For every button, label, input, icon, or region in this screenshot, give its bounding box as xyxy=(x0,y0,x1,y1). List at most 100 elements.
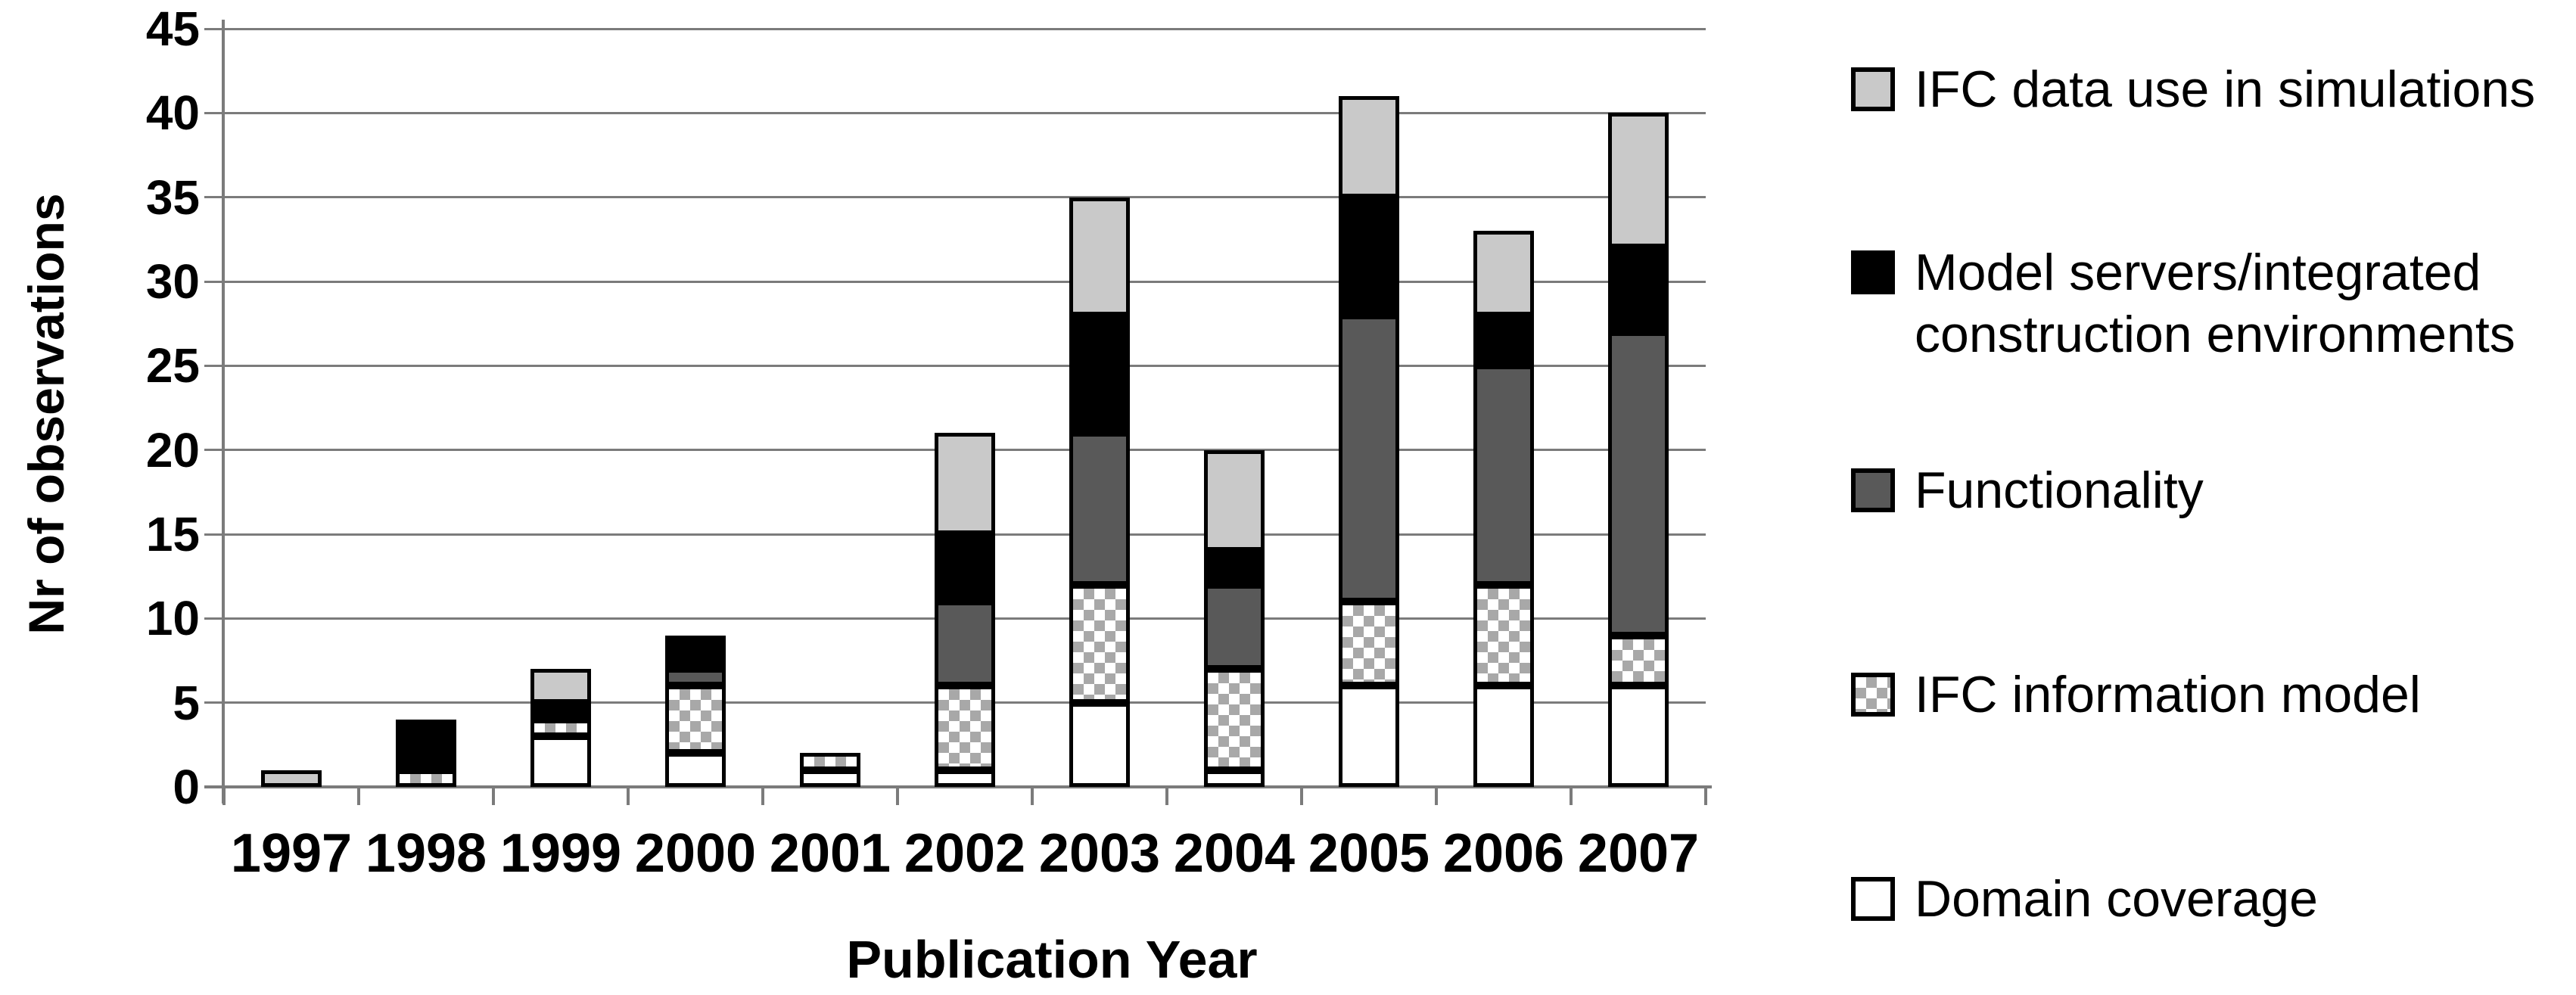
bar-segment-2002-ifc_data_use_in_simulations xyxy=(935,433,995,534)
y-tick-label-10: 10 xyxy=(145,591,200,646)
bar-segment-2007-ifc_data_use_in_simulations xyxy=(1608,113,1669,248)
x-tick-label-1998: 1998 xyxy=(365,823,487,884)
y-tick-mark-5 xyxy=(204,701,224,704)
bar-segment-2000-domain_coverage xyxy=(665,753,726,787)
bar-segment-2005-ifc_information_model xyxy=(1339,602,1399,686)
y-tick-mark-45 xyxy=(204,27,224,30)
bar-segment-2005-ifc_data_use_in_simulations xyxy=(1339,96,1399,197)
legend-item-ifc_data_use_in_simulations: IFC data use in simulations xyxy=(1851,58,2570,120)
bar-segment-1998-model_servers xyxy=(396,719,456,770)
y-axis-title: Nr of observations xyxy=(18,193,74,635)
y-tick-label-25: 25 xyxy=(145,338,200,393)
bar-segment-2005-model_servers xyxy=(1339,197,1399,316)
bar-segment-2005-domain_coverage xyxy=(1339,686,1399,787)
bar-segment-2004-ifc_information_model xyxy=(1204,669,1265,770)
gridline-30 xyxy=(224,280,1706,283)
x-tick-mark-1 xyxy=(357,787,360,805)
bar-segment-2007-ifc_information_model xyxy=(1608,635,1669,686)
y-tick-mark-10 xyxy=(204,617,224,620)
x-tick-label-1997: 1997 xyxy=(230,823,353,884)
x-tick-label-2004: 2004 xyxy=(1173,823,1296,884)
bar-segment-2001-ifc_information_model xyxy=(800,753,860,770)
bar-segment-2007-domain_coverage xyxy=(1608,686,1669,787)
x-tick-label-2005: 2005 xyxy=(1308,823,1430,884)
bar-segment-2006-domain_coverage xyxy=(1473,686,1534,787)
legend-swatch-ifc_data_use_in_simulations-icon xyxy=(1851,67,1895,111)
bar-segment-1999-ifc_information_model xyxy=(530,719,591,737)
bar-segment-2004-ifc_data_use_in_simulations xyxy=(1204,449,1265,552)
x-tick-mark-0 xyxy=(222,787,226,805)
x-axis-line xyxy=(204,785,1712,788)
bar-segment-2001-domain_coverage xyxy=(800,770,860,787)
bar-segment-2003-model_servers xyxy=(1069,315,1130,434)
bar-segment-2002-functionality xyxy=(935,602,995,686)
legend-item-functionality: Functionality xyxy=(1851,459,2570,521)
bar-segment-2007-model_servers xyxy=(1608,247,1669,332)
x-tick-mark-8 xyxy=(1300,787,1303,805)
y-tick-mark-35 xyxy=(204,196,224,199)
bar-segment-1997-ifc_data_use_in_simulations xyxy=(261,770,322,787)
bar-segment-2005-functionality xyxy=(1339,315,1399,602)
bar-segment-2002-ifc_information_model xyxy=(935,686,995,770)
y-tick-label-20: 20 xyxy=(145,422,200,477)
y-tick-label-15: 15 xyxy=(145,507,200,561)
legend-label-model_servers: Model servers/integrated construction en… xyxy=(1915,244,2515,363)
x-tick-mark-7 xyxy=(1165,787,1168,805)
legend-label-ifc_data_use_in_simulations: IFC data use in simulations xyxy=(1915,61,2536,118)
bar-segment-2007-functionality xyxy=(1608,331,1669,636)
gridline-35 xyxy=(224,196,1706,199)
y-tick-label-30: 30 xyxy=(145,254,200,309)
gridline-25 xyxy=(224,364,1706,367)
legend-swatch-domain_coverage-icon xyxy=(1851,877,1895,921)
x-tick-mark-4 xyxy=(761,787,764,805)
legend-swatch-ifc_information_model-icon xyxy=(1851,673,1895,717)
x-tick-label-2002: 2002 xyxy=(904,823,1026,884)
bar-segment-2004-domain_coverage xyxy=(1204,770,1265,787)
x-tick-mark-3 xyxy=(627,787,630,805)
bar-segment-2004-functionality xyxy=(1204,584,1265,670)
x-tick-label-2000: 2000 xyxy=(634,823,757,884)
x-tick-label-2006: 2006 xyxy=(1442,823,1565,884)
y-tick-mark-40 xyxy=(204,111,224,114)
y-axis-line xyxy=(222,20,225,804)
bar-segment-2000-model_servers xyxy=(665,635,726,670)
x-tick-label-2003: 2003 xyxy=(1038,823,1161,884)
x-tick-mark-6 xyxy=(1031,787,1034,805)
bar-segment-2006-model_servers xyxy=(1473,315,1534,366)
gridline-45 xyxy=(224,27,1706,30)
legend-label-ifc_information_model: IFC information model xyxy=(1915,666,2421,723)
bar-segment-2002-domain_coverage xyxy=(935,770,995,787)
bar-segment-2003-domain_coverage xyxy=(1069,702,1130,787)
x-tick-mark-10 xyxy=(1570,787,1573,805)
bar-segment-2006-ifc_information_model xyxy=(1473,584,1534,686)
legend-item-domain_coverage: Domain coverage xyxy=(1851,868,2570,930)
y-tick-label-40: 40 xyxy=(145,86,200,141)
legend-item-ifc_information_model: IFC information model xyxy=(1851,664,2570,726)
x-axis-title: Publication Year xyxy=(846,930,1258,989)
bar-segment-1999-domain_coverage xyxy=(530,736,591,787)
y-tick-label-35: 35 xyxy=(145,169,200,225)
bar-segment-2003-functionality xyxy=(1069,433,1130,585)
legend-swatch-model_servers-icon xyxy=(1851,250,1895,294)
bar-segment-1999-model_servers xyxy=(530,702,591,720)
x-tick-label-2001: 2001 xyxy=(769,823,891,884)
y-tick-mark-25 xyxy=(204,364,224,367)
y-tick-mark-20 xyxy=(204,449,224,452)
x-tick-mark-2 xyxy=(492,787,495,805)
bar-segment-1999-ifc_data_use_in_simulations xyxy=(530,669,591,703)
x-tick-label-2007: 2007 xyxy=(1577,823,1700,884)
bar-segment-1998-ifc_information_model xyxy=(396,770,456,787)
y-tick-mark-30 xyxy=(204,280,224,283)
x-tick-label-1999: 1999 xyxy=(499,823,622,884)
y-tick-label-0: 0 xyxy=(173,760,200,814)
bar-segment-2006-ifc_data_use_in_simulations xyxy=(1473,231,1534,316)
y-tick-label-45: 45 xyxy=(145,2,200,56)
bar-segment-2006-functionality xyxy=(1473,365,1534,585)
legend-label-functionality: Functionality xyxy=(1915,462,2204,519)
y-tick-mark-15 xyxy=(204,533,224,536)
legend-label-domain_coverage: Domain coverage xyxy=(1915,870,2318,928)
bar-segment-2003-ifc_data_use_in_simulations xyxy=(1069,197,1130,316)
x-tick-mark-9 xyxy=(1435,787,1438,805)
legend-item-model_servers: Model servers/integrated construction en… xyxy=(1851,241,2570,365)
